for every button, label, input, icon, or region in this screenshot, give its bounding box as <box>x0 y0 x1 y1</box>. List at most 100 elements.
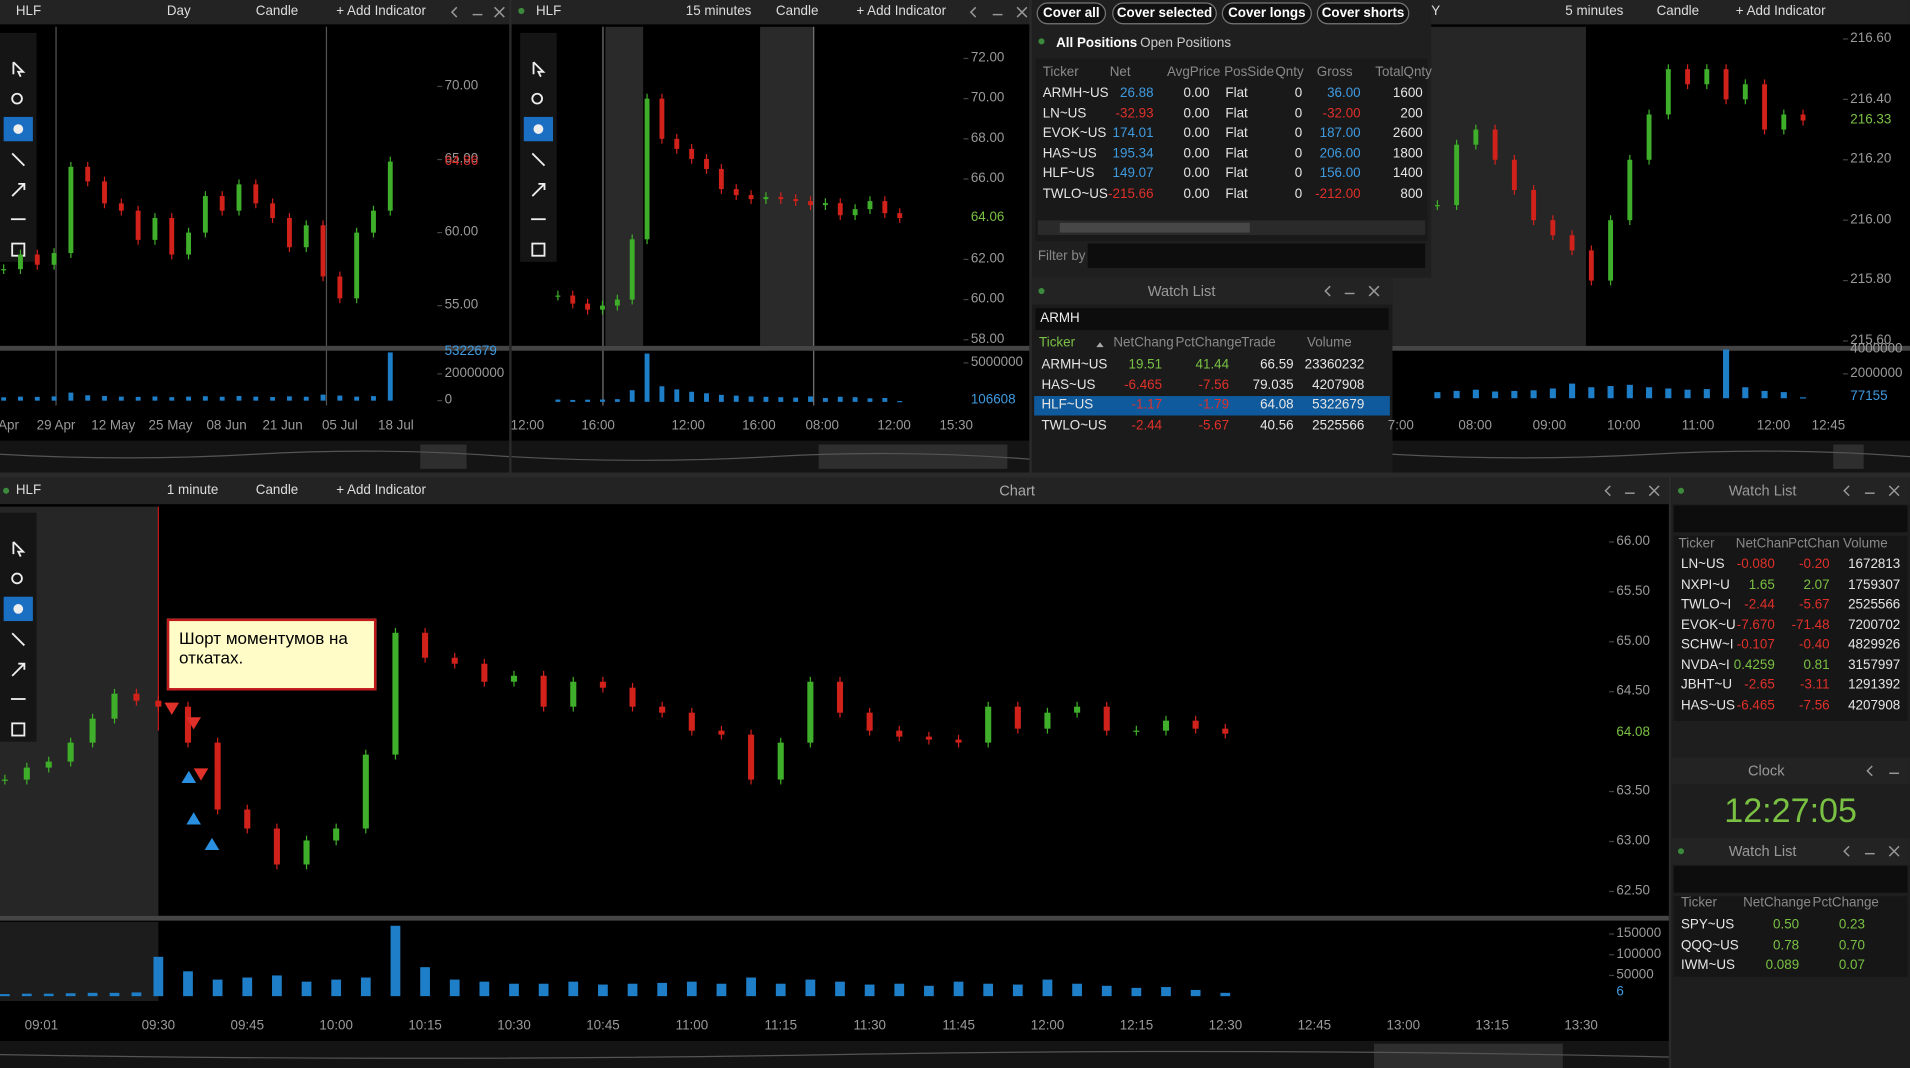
collapse-button[interactable] <box>969 6 977 18</box>
symbol-input[interactable] <box>1673 505 1908 533</box>
column-header[interactable]: Ticker <box>1042 65 1079 80</box>
sell-marker <box>193 768 209 781</box>
table-cell: 0 <box>1294 85 1303 101</box>
x-tick-label: 11:00 <box>1681 418 1715 433</box>
table-cell: 79.035 <box>1252 377 1294 393</box>
candle <box>1044 712 1051 729</box>
column-header[interactable]: Gross <box>1316 65 1353 80</box>
close-button[interactable] <box>1648 485 1660 497</box>
column-header[interactable]: Qnty <box>1275 65 1304 80</box>
collapse-button[interactable] <box>1843 845 1850 857</box>
interval[interactable]: 1 minute <box>166 482 219 498</box>
column-header[interactable]: NetChange <box>1743 895 1811 911</box>
candle <box>852 209 858 216</box>
column-header[interactable]: Ticker <box>1678 536 1715 552</box>
chart-style[interactable]: Candle <box>255 482 299 498</box>
close-button[interactable] <box>1888 485 1900 497</box>
collapse-button[interactable] <box>1324 285 1331 297</box>
column-header[interactable]: Ticker <box>1680 895 1717 911</box>
add-indicator[interactable]: + Add Indicator <box>336 4 426 19</box>
column-header[interactable]: AvgPrice <box>1166 65 1221 80</box>
tool-arrow[interactable] <box>11 182 26 197</box>
tool-hand[interactable] <box>13 604 24 614</box>
interval[interactable]: Day <box>166 4 191 19</box>
tool-hand[interactable] <box>13 124 24 134</box>
column-header[interactable]: NetChang <box>1113 335 1174 351</box>
tool-pointer[interactable] <box>12 541 26 557</box>
symbol[interactable]: HLF <box>535 4 562 19</box>
symbol-input[interactable] <box>1035 308 1389 331</box>
cover-button[interactable]: Cover all <box>1036 2 1107 25</box>
tool-zoom[interactable] <box>531 92 543 105</box>
y-tick-label: 216.40 <box>1850 91 1892 107</box>
chart-style[interactable]: Candle <box>255 4 299 19</box>
table-cell: Flat <box>1225 166 1248 182</box>
table-cell: 0.4259 <box>1733 657 1775 673</box>
symbol[interactable]: HLF <box>15 482 42 498</box>
tool-zoom[interactable] <box>11 92 23 105</box>
tool-zoom[interactable] <box>11 572 23 585</box>
tool-arrow[interactable] <box>531 182 546 197</box>
close-button[interactable] <box>1016 6 1028 18</box>
tool-line[interactable] <box>11 632 26 647</box>
selected-row <box>1034 396 1390 416</box>
tool-line[interactable] <box>531 152 546 167</box>
tool-line[interactable] <box>11 152 26 167</box>
tool-rect[interactable] <box>531 242 546 257</box>
collapse-button[interactable] <box>1604 485 1611 497</box>
collapse-button[interactable] <box>1843 485 1850 497</box>
tool-pointer[interactable] <box>532 61 546 78</box>
sell-marker <box>164 702 180 715</box>
add-indicator[interactable]: + Add Indicator <box>336 482 426 498</box>
column-header[interactable]: TotalQnty <box>1375 65 1432 80</box>
table-cell: 5322679 <box>1312 397 1365 413</box>
symbol-input[interactable] <box>1673 865 1908 893</box>
add-indicator[interactable]: + Add Indicator <box>856 4 947 19</box>
column-header[interactable]: Trade <box>1241 335 1276 351</box>
column-header[interactable]: Ticker <box>1039 335 1076 351</box>
tool-pointer[interactable] <box>12 61 26 78</box>
column-header[interactable]: PctChange <box>1812 895 1879 911</box>
column-header[interactable]: Volume <box>1843 536 1888 552</box>
volume-bar <box>1742 387 1749 399</box>
volume-bar <box>1569 383 1576 399</box>
collapse-button[interactable] <box>450 6 458 18</box>
column-header[interactable]: PctChan <box>1788 536 1840 552</box>
tool-hand[interactable] <box>533 124 544 134</box>
tool-rect[interactable] <box>11 722 26 737</box>
symbol[interactable]: HLF <box>15 4 42 19</box>
tab[interactable]: All Positions <box>1056 35 1138 51</box>
candle <box>808 201 813 206</box>
candle <box>1 269 7 271</box>
navigator-thumb <box>818 444 1008 469</box>
tool-arrow[interactable] <box>11 662 26 677</box>
y-tick-label: 216.00 <box>1850 212 1892 227</box>
chart-style[interactable]: Candle <box>1656 4 1700 19</box>
chart-style[interactable]: Candle <box>775 4 819 19</box>
filter-input[interactable] <box>1087 243 1426 268</box>
pane-divider <box>0 915 1669 921</box>
interval[interactable]: 5 minutes <box>1565 4 1624 19</box>
column-header[interactable]: Net <box>1109 65 1131 80</box>
column-header[interactable]: NetChan <box>1735 536 1789 552</box>
candle <box>135 210 141 240</box>
close-button[interactable] <box>494 6 505 18</box>
tab[interactable]: Open Positions <box>1140 35 1232 51</box>
symbol[interactable]: Y <box>1431 4 1441 19</box>
cover-button[interactable]: Cover shorts <box>1316 2 1410 25</box>
table-cell: -7.56 <box>1799 697 1830 713</box>
column-header[interactable]: PosSide <box>1224 65 1275 80</box>
close-button[interactable] <box>1368 285 1380 297</box>
close-button[interactable] <box>1888 845 1900 857</box>
table-cell: 0.00 <box>1183 186 1210 202</box>
cover-button[interactable]: Cover selected <box>1112 2 1217 25</box>
cover-button[interactable]: Cover longs <box>1221 2 1312 25</box>
add-indicator[interactable]: + Add Indicator <box>1735 4 1826 19</box>
interval[interactable]: 15 minutes <box>685 4 752 19</box>
symbol-input-text[interactable]: ARMH <box>1040 311 1080 326</box>
column-header[interactable]: Volume <box>1307 335 1352 351</box>
collapse-button[interactable] <box>1866 765 1873 777</box>
scroll-thumb[interactable] <box>1059 222 1250 233</box>
column-header[interactable]: PctChange <box>1175 335 1242 351</box>
y-tick-label: 65.00 <box>444 151 479 167</box>
